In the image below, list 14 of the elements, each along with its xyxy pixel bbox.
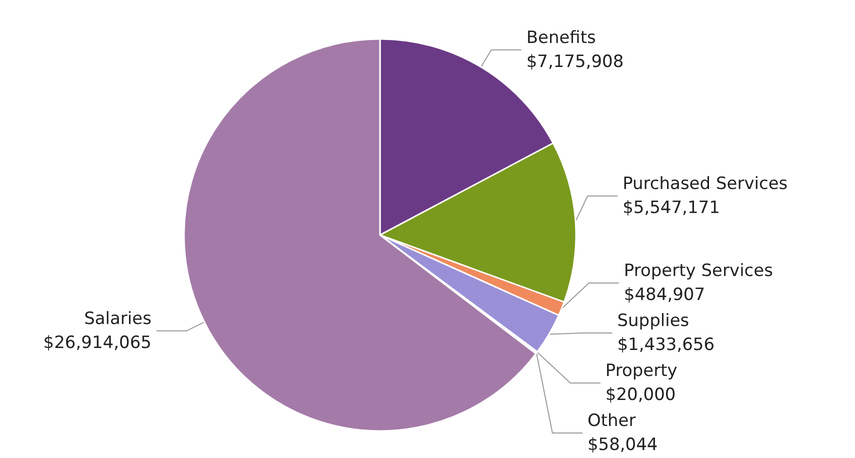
- slice-label: Purchased Services: [622, 174, 788, 194]
- slice-label: Salaries: [84, 308, 152, 329]
- data-label: $484,907: [624, 285, 706, 305]
- data-label: $20,000: [605, 385, 676, 405]
- data-label: $1,433,656: [617, 335, 715, 355]
- slice-label: Benefits: [526, 28, 596, 48]
- slice-label: Property: [605, 361, 678, 381]
- slice-label: Supplies: [617, 311, 690, 331]
- slice-label: Other: [587, 411, 636, 431]
- slice-label: Property Services: [624, 261, 774, 281]
- data-label: $7,175,908: [526, 52, 624, 72]
- data-label: $26,914,065: [43, 332, 152, 353]
- data-label: $5,547,171: [622, 198, 720, 218]
- data-label: $58,044: [587, 435, 658, 455]
